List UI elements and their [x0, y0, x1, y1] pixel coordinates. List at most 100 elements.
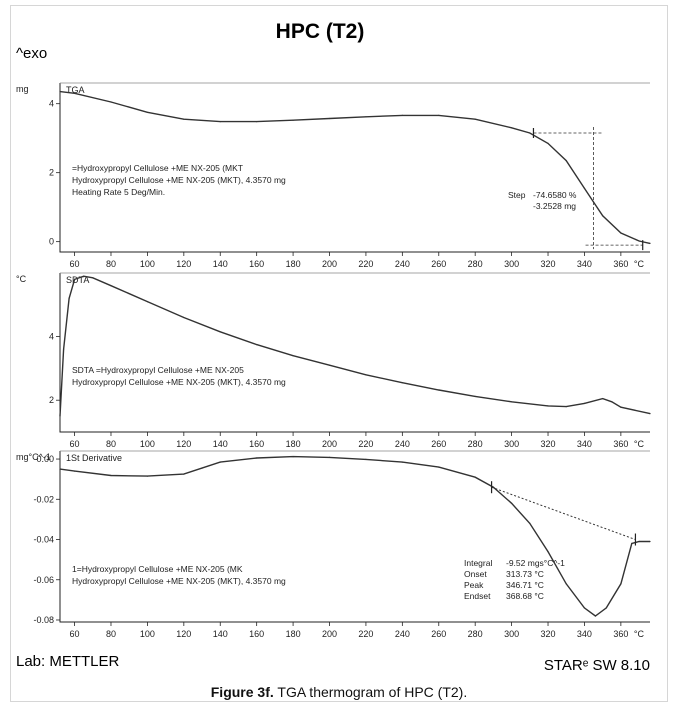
exo-label: ^exo	[16, 45, 47, 62]
annotation-text: Heating Rate 5 Deg/Min.	[72, 187, 165, 197]
data-point	[565, 406, 567, 408]
panel-axes	[59, 451, 650, 623]
x-tick-label: 100	[140, 439, 155, 449]
data-point	[649, 242, 651, 244]
data-point	[110, 474, 112, 477]
y-tick-label: -0.04	[33, 535, 54, 545]
lab-label: Lab: METTLER	[16, 653, 120, 670]
data-point	[620, 232, 622, 234]
data-point	[68, 297, 70, 299]
annotation-text: SDTA =Hydroxypropyl Cellulose +ME NX-205	[72, 365, 244, 375]
data-point	[74, 470, 76, 472]
x-tick-label: 300	[504, 259, 519, 269]
data-point	[594, 615, 597, 617]
y-tick-label: 2	[49, 168, 54, 178]
data-point	[649, 413, 651, 415]
x-tick-label: 100	[140, 259, 155, 269]
x-unit-label: °C	[634, 629, 645, 639]
data-point	[602, 215, 604, 217]
x-tick-label: 220	[358, 259, 373, 269]
data-point	[256, 457, 258, 459]
data-point	[201, 467, 203, 469]
panel-2: 60 80 100 120 140 160 180 200 220 240 260 280 300 320…	[16, 272, 651, 449]
data-point	[511, 502, 513, 504]
x-tick-label: 80	[106, 259, 116, 269]
x-tick-label: 180	[286, 259, 301, 269]
data-point	[401, 114, 403, 116]
data-point	[219, 121, 221, 123]
data-point	[547, 551, 549, 553]
data-point	[256, 121, 258, 123]
data-point	[602, 398, 604, 400]
x-tick-label: 320	[541, 629, 556, 639]
data-point	[292, 119, 294, 121]
figure-caption: Figure 3f. TGA thermogram of HPC (T2).	[0, 684, 678, 700]
data-point	[146, 301, 148, 303]
x-tick-label: 220	[358, 439, 373, 449]
data-point	[59, 91, 61, 93]
data-point	[565, 583, 567, 585]
data-point	[474, 476, 476, 478]
x-tick-label: 200	[322, 439, 337, 449]
step-percent: -74.6580 %	[533, 190, 577, 200]
x-tick-label: 200	[322, 629, 337, 639]
x-tick-label: 260	[431, 259, 446, 269]
data-point	[292, 355, 294, 357]
panel-1: 60 80 100 120 140 160 180 200 220 240 260 280 300 320…	[16, 82, 651, 269]
data-point	[511, 401, 513, 403]
x-tick-label: 160	[249, 259, 264, 269]
x-tick-label: 280	[468, 439, 483, 449]
x-tick-label: 300	[504, 439, 519, 449]
data-point	[59, 415, 61, 417]
data-point	[529, 132, 531, 134]
annotation-text: Hydroxypropyl Cellulose +ME NX-205 (MKT)…	[72, 576, 286, 586]
y-tick-label: -0.06	[33, 575, 54, 585]
chart-panels: 60 80 100 120 140 160 180 200 220 240 260 280 300 320…	[16, 82, 651, 639]
result-label: Endset	[464, 591, 491, 601]
panel-axes	[59, 83, 650, 253]
data-point	[183, 118, 185, 120]
x-unit-label: °C	[634, 439, 645, 449]
data-point	[620, 406, 622, 408]
x-tick-label: 260	[431, 629, 446, 639]
x-tick-label: 120	[176, 629, 191, 639]
data-point	[365, 116, 367, 118]
x-tick-label: 100	[140, 629, 155, 639]
data-point	[401, 382, 403, 384]
data-point	[183, 316, 185, 319]
data-point	[638, 240, 640, 242]
annotation-text: Hydroxypropyl Cellulose +ME NX-205 (MKT)…	[72, 175, 286, 185]
data-point	[438, 466, 440, 468]
x-tick-label: 200	[322, 259, 337, 269]
data-point	[110, 101, 112, 103]
step-label: Step	[508, 190, 526, 200]
data-point	[256, 344, 258, 346]
data-point	[474, 395, 476, 397]
y-tick-label: 4	[49, 99, 54, 109]
data-point	[583, 187, 586, 189]
chart-title: HPC (T2)	[276, 20, 365, 43]
caption-figure-label: Figure 3f.	[210, 684, 274, 700]
data-point	[529, 522, 531, 525]
x-tick-label: 120	[176, 439, 191, 449]
annotation-text: 1=Hydroxypropyl Cellulose +ME NX-205 (MK	[72, 564, 243, 574]
data-point	[611, 401, 613, 403]
x-tick-label: 320	[541, 439, 556, 449]
data-point	[59, 468, 61, 470]
x-tick-label: 260	[431, 439, 446, 449]
x-tick-label: 140	[213, 259, 228, 269]
x-tick-label: 220	[358, 629, 373, 639]
x-tick-label: 340	[577, 629, 592, 639]
x-tick-label: 180	[286, 629, 301, 639]
y-tick-label: -0.02	[33, 494, 54, 504]
data-point	[74, 278, 76, 280]
data-point	[365, 458, 367, 460]
caption-text: TGA thermogram of HPC (T2).	[273, 684, 468, 700]
panel-label: SDTA	[66, 275, 89, 285]
x-tick-label: 360	[613, 439, 628, 449]
tga-thermogram-chart: HPC (T2) ^exo 60 80 100 120 140 160 180 200 220 2…	[16, 20, 651, 674]
data-point	[605, 607, 607, 609]
data-point	[74, 92, 76, 94]
data-point	[511, 127, 513, 129]
x-tick-label: 140	[213, 439, 228, 449]
